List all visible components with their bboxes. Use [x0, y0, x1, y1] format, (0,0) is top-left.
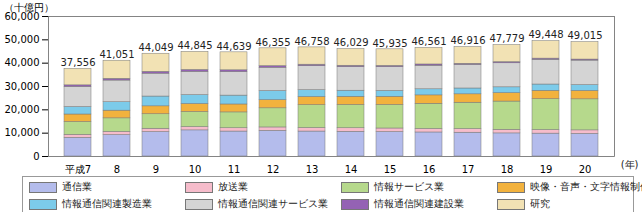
svg-text:15: 15	[384, 164, 397, 174]
svg-text:30,000: 30,000	[5, 81, 40, 92]
html-text:通信業: 通信業	[62, 181, 92, 192]
svg-text:11: 11	[228, 164, 241, 174]
svg-text:0: 0	[33, 151, 39, 162]
html-text:研究: 研究	[530, 198, 550, 209]
svg-text:16: 16	[423, 164, 436, 174]
svg-text:47,779: 47,779	[490, 33, 525, 44]
svg-text:13: 13	[306, 164, 319, 174]
svg-text:（十億円）: （十億円）	[4, 2, 54, 13]
svg-text:46,758: 46,758	[295, 36, 330, 47]
svg-text:46,355: 46,355	[256, 37, 291, 48]
svg-text:19: 19	[540, 164, 553, 174]
html-text:情報通信関連建設業: 情報通信関連建設業	[374, 198, 464, 209]
svg-text:20: 20	[579, 164, 592, 174]
svg-text:8: 8	[114, 164, 120, 174]
svg-text:18: 18	[501, 164, 514, 174]
svg-text:49,015: 49,015	[568, 30, 603, 41]
svg-text:40,000: 40,000	[5, 57, 40, 68]
svg-text:45,935: 45,935	[373, 38, 408, 49]
svg-text:9: 9	[153, 164, 159, 174]
html-text:情報サービス業: 情報サービス業	[374, 181, 444, 192]
svg-text:37,556: 37,556	[61, 57, 96, 68]
svg-text:14: 14	[345, 164, 358, 174]
svg-text:17: 17	[462, 164, 475, 174]
svg-text:(年): (年)	[621, 159, 639, 170]
svg-text:10: 10	[189, 164, 202, 174]
html-text:情報通信関連製造業: 情報通信関連製造業	[62, 198, 152, 209]
svg-text:46,029: 46,029	[334, 37, 369, 48]
svg-text:44,639: 44,639	[217, 41, 252, 52]
svg-text:60,000: 60,000	[4, 10, 40, 22]
svg-text:44,845: 44,845	[178, 40, 213, 51]
svg-text:50,000: 50,000	[5, 34, 40, 45]
svg-text:41,051: 41,051	[100, 49, 135, 60]
svg-text:46,916: 46,916	[451, 35, 486, 46]
svg-text:49,448: 49,448	[529, 29, 564, 40]
svg-text:12: 12	[267, 164, 280, 174]
html-text:情報通信関連サービス業: 情報通信関連サービス業	[218, 198, 328, 209]
svg-text:平成7: 平成7	[65, 164, 91, 174]
html-text:放送業: 放送業	[218, 181, 248, 192]
svg-text:46,561: 46,561	[412, 36, 447, 47]
svg-text:20,000: 20,000	[5, 104, 40, 115]
svg-text:10,000: 10,000	[5, 127, 40, 138]
svg-text:44,049: 44,049	[139, 42, 174, 53]
